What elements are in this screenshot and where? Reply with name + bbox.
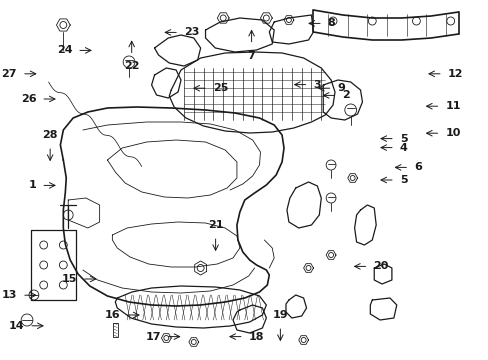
Text: 19: 19	[272, 310, 287, 320]
Text: 2: 2	[342, 90, 349, 100]
Text: 12: 12	[447, 69, 462, 79]
Text: 8: 8	[327, 18, 335, 28]
Text: 1: 1	[28, 180, 36, 190]
Text: 24: 24	[57, 45, 72, 55]
Text: 10: 10	[445, 128, 460, 138]
Text: 15: 15	[61, 274, 77, 284]
Text: 5: 5	[399, 134, 407, 144]
Text: 18: 18	[248, 332, 264, 342]
Text: 16: 16	[104, 310, 120, 320]
Text: 4: 4	[399, 143, 407, 153]
Text: 25: 25	[212, 83, 227, 93]
Text: 20: 20	[372, 261, 388, 271]
Text: 13: 13	[2, 290, 17, 300]
Text: 27: 27	[1, 69, 17, 79]
Text: 22: 22	[123, 62, 139, 71]
Text: 21: 21	[207, 220, 223, 230]
Text: 11: 11	[445, 101, 460, 111]
Text: 14: 14	[9, 321, 24, 331]
Text: 9: 9	[337, 83, 345, 93]
Text: 5: 5	[399, 175, 407, 185]
Bar	[113, 323, 118, 337]
Text: 23: 23	[183, 27, 199, 37]
Text: 17: 17	[145, 332, 161, 342]
Text: 6: 6	[413, 162, 421, 172]
Text: 28: 28	[42, 130, 58, 140]
Text: 26: 26	[20, 94, 36, 104]
Text: 7: 7	[247, 51, 255, 60]
Text: 3: 3	[313, 80, 320, 90]
